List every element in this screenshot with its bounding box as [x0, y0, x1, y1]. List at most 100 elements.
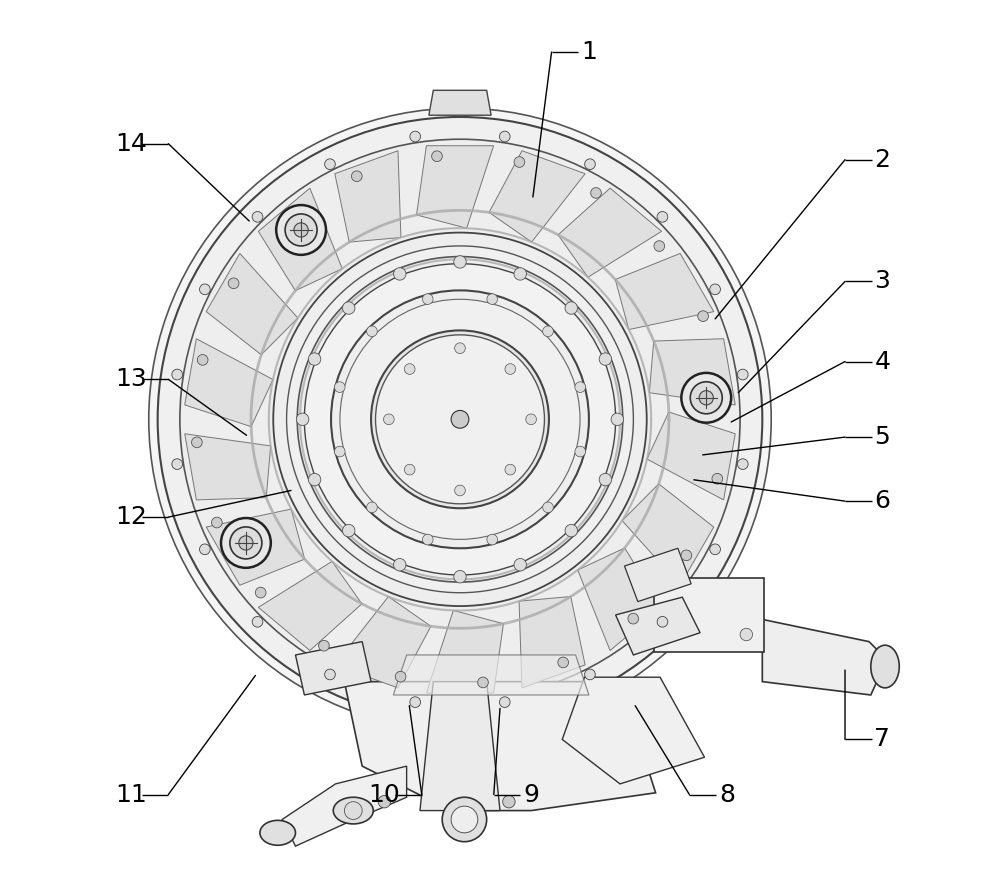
- Circle shape: [172, 458, 183, 469]
- Circle shape: [710, 284, 720, 294]
- Circle shape: [331, 291, 589, 549]
- Polygon shape: [420, 681, 500, 811]
- Circle shape: [611, 413, 624, 425]
- Circle shape: [514, 268, 526, 280]
- Text: 8: 8: [719, 782, 735, 806]
- Polygon shape: [616, 597, 700, 655]
- Circle shape: [591, 187, 601, 198]
- Text: 3: 3: [874, 269, 890, 293]
- Circle shape: [404, 465, 415, 475]
- Text: 5: 5: [874, 425, 890, 449]
- Circle shape: [585, 669, 595, 680]
- Circle shape: [344, 802, 362, 820]
- Text: 14: 14: [115, 132, 147, 156]
- Circle shape: [287, 246, 633, 592]
- Circle shape: [690, 382, 722, 414]
- Circle shape: [384, 414, 394, 425]
- Circle shape: [565, 301, 578, 314]
- Circle shape: [172, 369, 183, 380]
- Circle shape: [710, 544, 720, 555]
- Polygon shape: [615, 253, 714, 329]
- Circle shape: [294, 223, 308, 237]
- Circle shape: [230, 527, 262, 559]
- Ellipse shape: [260, 821, 295, 846]
- Circle shape: [342, 524, 355, 537]
- Circle shape: [442, 797, 487, 842]
- Polygon shape: [282, 766, 407, 847]
- Polygon shape: [649, 339, 735, 405]
- Polygon shape: [624, 549, 691, 601]
- Circle shape: [558, 657, 569, 668]
- Circle shape: [487, 534, 498, 545]
- Text: 9: 9: [523, 782, 539, 806]
- Text: 10: 10: [369, 782, 400, 806]
- Circle shape: [376, 334, 544, 504]
- Polygon shape: [647, 412, 735, 500]
- Polygon shape: [295, 641, 371, 695]
- Circle shape: [565, 524, 578, 537]
- Circle shape: [514, 558, 526, 571]
- Circle shape: [599, 353, 612, 366]
- Text: 12: 12: [115, 505, 147, 529]
- Circle shape: [698, 310, 708, 321]
- Circle shape: [371, 330, 549, 508]
- Polygon shape: [519, 597, 585, 688]
- Circle shape: [180, 139, 740, 699]
- Polygon shape: [185, 434, 271, 500]
- Circle shape: [543, 502, 553, 513]
- Circle shape: [657, 616, 668, 627]
- Circle shape: [276, 205, 326, 255]
- Circle shape: [543, 326, 553, 336]
- Polygon shape: [762, 619, 887, 695]
- Polygon shape: [426, 610, 503, 693]
- Circle shape: [503, 796, 515, 808]
- Circle shape: [296, 413, 309, 425]
- Circle shape: [255, 587, 266, 598]
- Polygon shape: [393, 655, 589, 695]
- Text: 1: 1: [581, 40, 597, 64]
- Circle shape: [367, 502, 377, 513]
- Circle shape: [410, 697, 421, 707]
- Circle shape: [281, 215, 292, 226]
- Text: 4: 4: [874, 350, 890, 374]
- Circle shape: [455, 485, 465, 496]
- Circle shape: [192, 437, 202, 448]
- Ellipse shape: [333, 797, 373, 824]
- Circle shape: [367, 326, 377, 336]
- Circle shape: [654, 241, 665, 252]
- Circle shape: [422, 534, 433, 545]
- Polygon shape: [417, 145, 494, 228]
- Circle shape: [297, 257, 623, 582]
- Circle shape: [325, 669, 335, 680]
- Circle shape: [285, 214, 317, 246]
- Polygon shape: [578, 548, 662, 650]
- Circle shape: [505, 364, 516, 375]
- Circle shape: [505, 465, 516, 475]
- Circle shape: [221, 518, 271, 568]
- Circle shape: [334, 446, 345, 457]
- Circle shape: [340, 300, 580, 540]
- Circle shape: [740, 628, 753, 640]
- Circle shape: [325, 159, 335, 169]
- Circle shape: [158, 117, 762, 722]
- Circle shape: [514, 157, 525, 168]
- Circle shape: [575, 446, 586, 457]
- Circle shape: [432, 151, 442, 161]
- Circle shape: [273, 233, 647, 606]
- Polygon shape: [185, 339, 273, 426]
- Circle shape: [319, 640, 329, 651]
- Circle shape: [718, 391, 728, 401]
- FancyBboxPatch shape: [654, 578, 764, 652]
- Circle shape: [197, 355, 208, 365]
- Text: 6: 6: [874, 489, 890, 513]
- Circle shape: [395, 672, 406, 682]
- Circle shape: [499, 697, 510, 707]
- Circle shape: [410, 131, 421, 142]
- Circle shape: [228, 278, 239, 289]
- Polygon shape: [344, 681, 656, 811]
- Polygon shape: [258, 188, 342, 291]
- Circle shape: [712, 474, 723, 484]
- Circle shape: [737, 369, 748, 380]
- Circle shape: [252, 616, 263, 627]
- Polygon shape: [429, 90, 491, 115]
